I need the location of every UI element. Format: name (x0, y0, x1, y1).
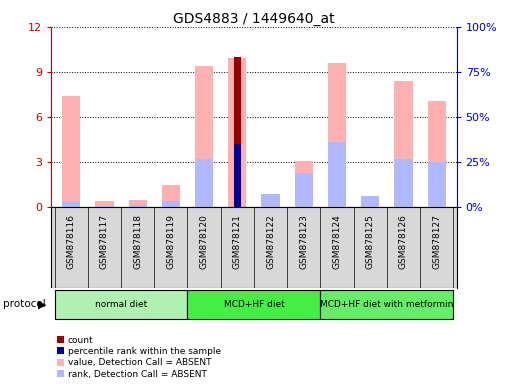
Text: MCD+HF diet with metformin: MCD+HF diet with metformin (320, 300, 453, 309)
Bar (95, 201, 113, 207)
Text: GSM878116: GSM878116 (67, 214, 76, 269)
Bar (162, 201, 180, 207)
Bar (427, 101, 446, 207)
Text: GSM878120: GSM878120 (200, 214, 209, 269)
Bar (195, 159, 213, 207)
Bar (54, 290, 187, 319)
Text: GSM878119: GSM878119 (166, 214, 175, 269)
Text: normal diet: normal diet (95, 300, 147, 309)
Bar (95, 206, 113, 207)
Text: ▶: ▶ (38, 299, 47, 310)
Bar (394, 159, 412, 207)
Bar (328, 142, 346, 207)
Bar (262, 194, 280, 207)
Bar (361, 195, 379, 207)
Text: GSM878122: GSM878122 (266, 214, 275, 268)
Bar (394, 81, 412, 207)
Bar (62, 202, 81, 207)
Text: GSM878123: GSM878123 (299, 214, 308, 269)
Bar (328, 63, 346, 207)
Text: GSM878124: GSM878124 (332, 214, 342, 268)
Bar (233, 57, 241, 207)
Bar (62, 96, 81, 207)
Title: GDS4883 / 1449640_at: GDS4883 / 1449640_at (173, 12, 335, 26)
Text: MCD+HF diet: MCD+HF diet (224, 300, 284, 309)
Bar (195, 66, 213, 207)
Bar (228, 58, 246, 207)
Text: GSM878118: GSM878118 (133, 214, 142, 269)
Bar (233, 144, 241, 207)
Bar (294, 161, 313, 207)
Bar (321, 290, 453, 319)
Bar (427, 162, 446, 207)
Bar (294, 173, 313, 207)
Text: GSM878125: GSM878125 (366, 214, 374, 269)
Bar (129, 205, 147, 207)
Text: GSM878117: GSM878117 (100, 214, 109, 269)
Bar (129, 200, 147, 207)
Legend: count, percentile rank within the sample, value, Detection Call = ABSENT, rank, : count, percentile rank within the sample… (56, 335, 222, 379)
Text: protocol: protocol (3, 299, 45, 310)
Bar (162, 185, 180, 207)
Bar (187, 290, 321, 319)
Text: GSM878121: GSM878121 (233, 214, 242, 269)
Text: GSM878126: GSM878126 (399, 214, 408, 269)
Text: GSM878127: GSM878127 (432, 214, 441, 269)
